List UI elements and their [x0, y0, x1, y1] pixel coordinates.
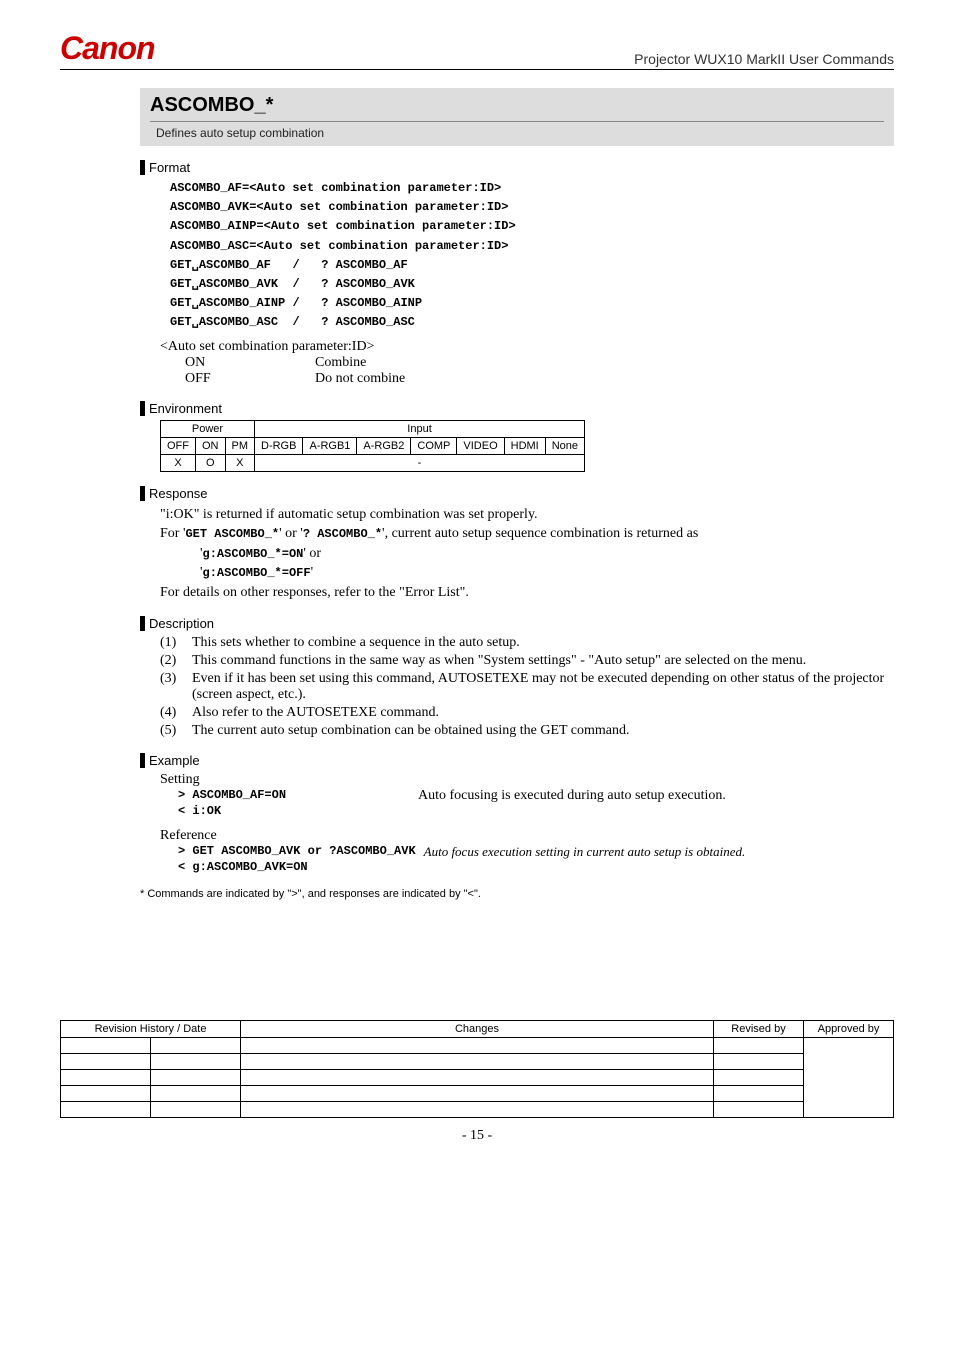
cell: - [255, 454, 585, 471]
example-resp: < i:OK [178, 804, 418, 818]
col-header: OFF [161, 437, 196, 454]
col-header: HDMI [504, 437, 545, 454]
revision-table: Revision History / Date Changes Revised … [60, 1020, 894, 1118]
rev-cell [804, 1038, 894, 1118]
page-header: Canon Projector WUX10 MarkII User Comman… [60, 30, 894, 70]
description-section: Description (1)This sets whether to comb… [140, 616, 894, 739]
response-line: "i:OK" is returned if automatic setup co… [160, 505, 894, 525]
param-key: ON [185, 355, 315, 371]
rev-cell [241, 1102, 714, 1118]
param-row: OFF Do not combine [160, 371, 894, 387]
environment-section: Environment Power Input OFF ON PM D-RGB … [140, 401, 894, 472]
param-title: <Auto set combination parameter:ID> [160, 339, 894, 355]
param-block: <Auto set combination parameter:ID> ON C… [160, 339, 894, 387]
example-section: Example Setting > ASCOMBO_AF=ON Auto foc… [140, 753, 894, 874]
environment-table: Power Input OFF ON PM D-RGB A-RGB1 A-RGB… [160, 420, 585, 472]
example-row: < i:OK [178, 804, 894, 818]
response-section: Response "i:OK" is returned if automatic… [140, 486, 894, 603]
response-line: 'g:ASCOMBO_*=ON' or [200, 544, 894, 564]
rev-header: Revised by [714, 1021, 804, 1038]
col-header: VIDEO [457, 437, 504, 454]
param-key: OFF [185, 371, 315, 387]
example-note: Auto focusing is executed during auto se… [418, 788, 726, 804]
rev-header: Approved by [804, 1021, 894, 1038]
rev-cell [714, 1054, 804, 1070]
rev-cell [714, 1038, 804, 1054]
rev-cell [151, 1038, 241, 1054]
response-heading: Response [140, 486, 894, 501]
col-header: D-RGB [255, 437, 303, 454]
canon-logo: Canon [60, 30, 155, 67]
footnote: * Commands are indicated by ">", and res… [140, 888, 894, 900]
power-header: Power [161, 420, 255, 437]
reference-label: Reference [160, 828, 894, 844]
rev-cell [61, 1038, 151, 1054]
format-code: ASCOMBO_AF=<Auto set combination paramet… [170, 179, 894, 333]
example-block: Setting > ASCOMBO_AF=ON Auto focusing is… [160, 772, 894, 874]
environment-heading: Environment [140, 401, 894, 416]
desc-item: (5)The current auto setup combination ca… [160, 723, 894, 739]
command-title-bar: ASCOMBO_* Defines auto setup combination [140, 88, 894, 146]
format-heading: Format [140, 160, 894, 175]
rev-cell [714, 1086, 804, 1102]
format-section: Format ASCOMBO_AF=<Auto set combination … [140, 160, 894, 387]
param-val: Do not combine [315, 371, 405, 387]
cell: O [196, 454, 226, 471]
cell: X [161, 454, 196, 471]
col-header: PM [225, 437, 255, 454]
example-heading: Example [140, 753, 894, 768]
response-line: For 'GET ASCOMBO_*' or '? ASCOMBO_*', cu… [160, 524, 894, 544]
rev-cell [61, 1102, 151, 1118]
description-list: (1)This sets whether to combine a sequen… [160, 635, 894, 739]
example-resp: < g:ASCOMBO_AVK=ON [178, 860, 418, 874]
rev-cell [241, 1086, 714, 1102]
desc-item: (4)Also refer to the AUTOSETEXE command. [160, 705, 894, 721]
rev-cell [61, 1086, 151, 1102]
example-row: > ASCOMBO_AF=ON Auto focusing is execute… [178, 788, 894, 804]
desc-item: (1)This sets whether to combine a sequen… [160, 635, 894, 651]
col-header: COMP [411, 437, 457, 454]
rev-cell [61, 1070, 151, 1086]
description-heading: Description [140, 616, 894, 631]
col-header: ON [196, 437, 226, 454]
rev-header: Changes [241, 1021, 714, 1038]
rev-cell [151, 1102, 241, 1118]
input-header: Input [255, 420, 585, 437]
rev-cell [151, 1070, 241, 1086]
doc-title: Projector WUX10 MarkII User Commands [634, 51, 894, 67]
rev-header: Revision History / Date [61, 1021, 241, 1038]
rev-cell [61, 1054, 151, 1070]
col-header: None [545, 437, 584, 454]
response-text: "i:OK" is returned if automatic setup co… [160, 505, 894, 603]
example-cmd: > ASCOMBO_AF=ON [178, 788, 418, 804]
example-row: > GET ASCOMBO_AVK or ?ASCOMBO_AVK Auto f… [178, 844, 894, 860]
example-note: Auto focus execution setting in current … [424, 844, 746, 860]
rev-cell [241, 1038, 714, 1054]
desc-item: (3)Even if it has been set using this co… [160, 671, 894, 703]
setting-label: Setting [160, 772, 894, 788]
response-line: For details on other responses, refer to… [160, 583, 894, 603]
rev-cell [241, 1054, 714, 1070]
col-header: A-RGB2 [357, 437, 411, 454]
command-name: ASCOMBO_* [150, 94, 884, 122]
rev-cell [714, 1102, 804, 1118]
example-row: < g:ASCOMBO_AVK=ON [178, 860, 894, 874]
response-line: 'g:ASCOMBO_*=OFF' [200, 563, 894, 583]
rev-cell [241, 1070, 714, 1086]
param-row: ON Combine [160, 355, 894, 371]
example-cmd: > GET ASCOMBO_AVK or ?ASCOMBO_AVK [178, 844, 416, 860]
rev-cell [714, 1070, 804, 1086]
rev-cell [151, 1054, 241, 1070]
command-subtitle: Defines auto setup combination [150, 122, 884, 146]
col-header: A-RGB1 [303, 437, 357, 454]
cell: X [225, 454, 255, 471]
rev-cell [151, 1086, 241, 1102]
page-number: - 15 - [60, 1128, 894, 1144]
desc-item: (2)This command functions in the same wa… [160, 653, 894, 669]
param-val: Combine [315, 355, 366, 371]
